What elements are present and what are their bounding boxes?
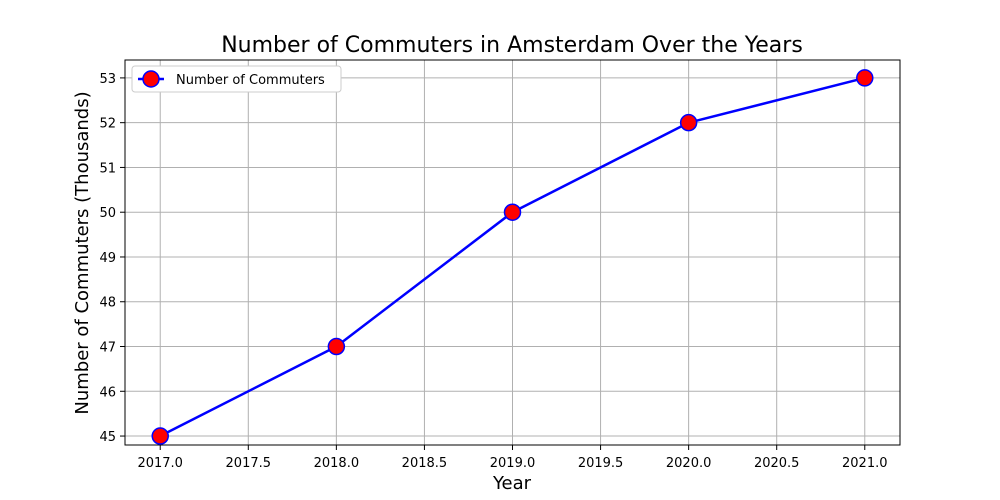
data-point	[856, 69, 874, 87]
chart-title: Number of Commuters in Amsterdam Over th…	[221, 33, 803, 58]
x-tick-label: 2019.0	[490, 456, 536, 471]
legend-box	[131, 65, 342, 93]
y-tick-label: 50	[99, 206, 116, 221]
grid	[125, 60, 900, 445]
series-layer	[151, 69, 874, 445]
y-tick-label: 49	[99, 251, 116, 266]
data-point	[151, 427, 169, 445]
data-point	[503, 203, 522, 221]
x-tick-label: 2017.5	[226, 456, 272, 471]
legend: Number of Commuters	[131, 65, 342, 93]
y-axis: 45 46 47 48 49 50 51 52 53	[99, 72, 125, 445]
y-tick-label: 51	[99, 161, 116, 176]
y-tick-label: 48	[99, 296, 116, 311]
x-axis-title: Year	[492, 473, 532, 494]
y-axis-title: Number of Commuters (Thousands)	[72, 91, 93, 414]
x-tick-label: 2018.0	[314, 456, 360, 471]
y-tick-label: 53	[99, 72, 116, 87]
x-tick-label: 2021.0	[842, 456, 888, 471]
data-point	[327, 337, 346, 356]
y-tick-label: 45	[99, 430, 116, 445]
x-tick-label: 2019.5	[578, 456, 624, 471]
x-tick-label: 2017.0	[137, 456, 183, 471]
x-tick-label: 2020.5	[754, 456, 800, 471]
x-axis: 2017.0 2017.5 2018.0 2018.5 2019.0 2019.5 2020…	[137, 445, 888, 471]
legend-marker	[142, 70, 160, 88]
x-tick-label: 2018.5	[402, 456, 448, 471]
y-tick-label: 47	[99, 341, 116, 356]
y-tick-label: 46	[99, 385, 116, 400]
data-point	[679, 113, 698, 132]
y-tick-label: 52	[99, 117, 116, 132]
x-tick-label: 2020.0	[666, 456, 712, 471]
legend-label: Number of Commuters	[176, 73, 325, 88]
